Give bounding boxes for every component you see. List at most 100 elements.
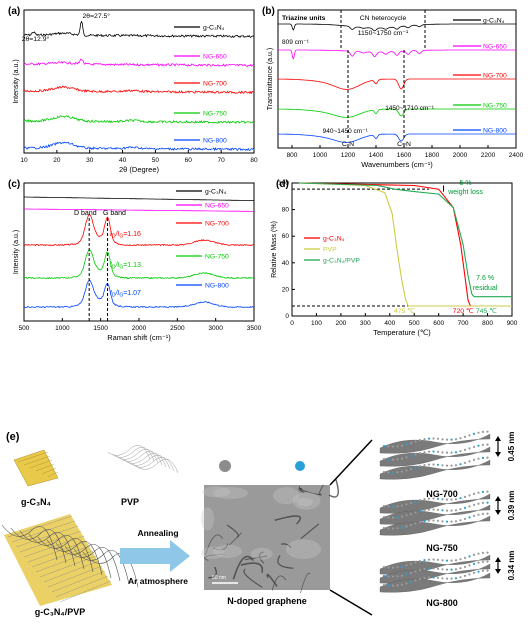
ratio-label: /I bbox=[114, 262, 119, 269]
lattice-line bbox=[19, 530, 82, 553]
carbon-atom bbox=[454, 498, 458, 501]
tem-fold bbox=[208, 566, 217, 579]
carbon-atom bbox=[468, 494, 471, 497]
lattice-line bbox=[35, 550, 94, 573]
carbon-atom bbox=[409, 562, 413, 566]
id-ig-ratio: ID/IG=1.13 bbox=[110, 262, 141, 271]
carbon-atom bbox=[450, 509, 453, 512]
carbon-atom bbox=[477, 457, 480, 460]
carbon-atom bbox=[481, 443, 485, 446]
carbon-atom bbox=[459, 450, 462, 453]
panel-label: (d) bbox=[276, 179, 289, 190]
carbon-atom bbox=[414, 440, 417, 443]
x-tick-label: 700 bbox=[458, 320, 469, 327]
x-tick-label: 1400 bbox=[369, 152, 384, 159]
nitrogen-atom bbox=[468, 555, 471, 558]
x-tick-label: 2200 bbox=[481, 152, 496, 159]
y-tick-label: 20 bbox=[282, 286, 290, 293]
id-ig-ratio: ID/IG=1.07 bbox=[110, 290, 141, 299]
carbon-atom bbox=[477, 431, 480, 434]
nitrogen-atom bbox=[432, 450, 435, 453]
carbon-atom bbox=[396, 458, 399, 461]
tem-fold bbox=[226, 524, 239, 538]
series-line-g-C3N4 bbox=[278, 23, 516, 32]
legend-entry: NG-750 bbox=[203, 111, 227, 118]
x-tick-label: 30 bbox=[86, 157, 94, 164]
arrow-head bbox=[495, 510, 501, 515]
lattice-line bbox=[35, 463, 55, 472]
ratio-label: I bbox=[110, 290, 112, 297]
carbon-atom bbox=[405, 503, 408, 506]
x-tick-label: 500 bbox=[19, 325, 30, 332]
x-tick-label: 800 bbox=[287, 152, 298, 159]
carbon-atom bbox=[423, 464, 426, 467]
annotation: 7.6 % bbox=[476, 275, 494, 282]
carbon-atom bbox=[472, 553, 476, 557]
carbon-atom bbox=[468, 505, 471, 508]
carbon-atom bbox=[450, 451, 453, 454]
x-tick-label: 1200 bbox=[341, 152, 356, 159]
nitrogen-atom bbox=[387, 584, 390, 587]
sample-label: NG-750 bbox=[426, 543, 458, 553]
nitrogen-atom bbox=[396, 516, 399, 519]
x-tick-label: 1000 bbox=[313, 152, 328, 159]
x-axis-label: Raman shift (cm⁻¹) bbox=[107, 333, 171, 342]
annotation: 745 ℃ bbox=[476, 308, 497, 315]
nitrogen-atom bbox=[409, 454, 413, 458]
legend-entry: NG-800 bbox=[205, 283, 229, 290]
carbon-atom bbox=[382, 457, 386, 461]
tem-sheet bbox=[292, 492, 321, 510]
carbon-atom bbox=[387, 516, 390, 519]
arrow-head bbox=[495, 496, 501, 501]
carbon-icon bbox=[219, 460, 231, 472]
carbon-atom bbox=[463, 461, 467, 464]
tem-sheet bbox=[201, 546, 225, 559]
nitrogen-atom bbox=[468, 516, 471, 519]
tem-fold bbox=[318, 484, 324, 496]
carbon-atom bbox=[481, 501, 485, 504]
series-line-NG-650 bbox=[24, 208, 254, 212]
carbon-atom bbox=[396, 505, 399, 508]
carbon-atom bbox=[468, 564, 471, 567]
nitrogen-atom bbox=[477, 570, 480, 573]
plot-frame bbox=[23, 9, 255, 154]
legend-entry: NG-750 bbox=[205, 254, 229, 261]
carbon-atom bbox=[423, 451, 426, 454]
carbon-atom bbox=[468, 460, 471, 463]
tem-fold bbox=[271, 575, 287, 591]
tem-fold bbox=[240, 562, 264, 573]
series-line-g-C3N4 bbox=[24, 196, 254, 201]
carbon-atom bbox=[454, 464, 458, 467]
carbon-atom bbox=[481, 569, 485, 573]
lattice-line bbox=[47, 471, 59, 478]
carbon-atom bbox=[396, 527, 399, 530]
x-tick-label: 3000 bbox=[208, 325, 223, 332]
carbon-atom bbox=[463, 517, 467, 521]
carbon-atom bbox=[450, 464, 453, 467]
carbon-atom bbox=[427, 508, 431, 511]
carbon-atom bbox=[391, 527, 395, 530]
annotation: 940~1450 cm⁻¹ bbox=[323, 128, 369, 135]
annotation: residual bbox=[473, 285, 498, 292]
carbon-atom bbox=[477, 502, 480, 505]
x-tick-label: 2400 bbox=[509, 152, 524, 159]
carbon-atom bbox=[441, 559, 444, 562]
nitrogen-atom bbox=[418, 510, 422, 513]
tem-fold bbox=[298, 488, 305, 494]
legend-entry: g-C₃N₄ bbox=[205, 189, 227, 196]
carbon-atom bbox=[427, 576, 431, 579]
carbon-atom bbox=[454, 509, 458, 512]
nitrogen-atom bbox=[432, 576, 435, 579]
panel-label: (e) bbox=[6, 431, 20, 443]
tem-fold bbox=[280, 543, 292, 549]
carbon-atom bbox=[400, 457, 404, 460]
carbon-atom bbox=[418, 521, 422, 524]
carbon-atom bbox=[441, 464, 444, 467]
carbon-atom bbox=[486, 443, 489, 446]
legend-entry: NG-700 bbox=[483, 73, 507, 80]
carbon-atom bbox=[441, 498, 444, 501]
nitrogen-atom bbox=[382, 574, 386, 578]
carbon-atom bbox=[387, 505, 390, 508]
carbon-atom bbox=[414, 570, 417, 573]
carbon-atom bbox=[400, 515, 404, 518]
